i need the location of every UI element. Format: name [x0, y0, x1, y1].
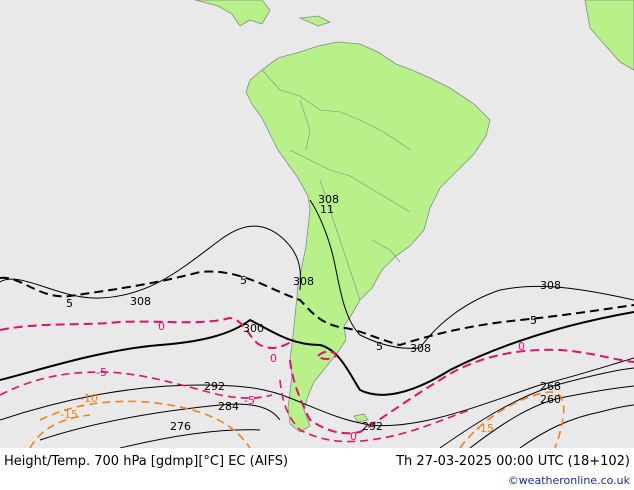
label-5: 5: [376, 340, 383, 353]
map-footer: Height/Temp. 700 hPa [gdmp][°C] EC (AIFS…: [0, 448, 634, 490]
label-0: 0: [350, 430, 357, 443]
contour-252: [519, 404, 634, 449]
temp-minus10-line: [39, 400, 251, 449]
valid-time: Th 27-03-2025 00:00 UTC (18+102): [396, 454, 630, 469]
label-minus15: -15: [476, 422, 494, 435]
country-borders: [261, 69, 411, 301]
label-276: 276: [170, 420, 191, 433]
temp-zero-contours: [0, 316, 634, 435]
temp-minus5-line: [0, 371, 273, 399]
temp-cold-contours: [29, 391, 565, 449]
label-minus15: -15: [60, 408, 78, 421]
temp-minus5-line-b: [279, 379, 471, 443]
contour-labels: 308 308 308 308 308 300 292 292 284 276 …: [60, 193, 561, 443]
label-308: 308: [293, 275, 314, 288]
africa-land: [584, 0, 634, 71]
contour-284: [39, 403, 281, 441]
south-america-land: [245, 41, 491, 433]
temp-plus5-line: [0, 270, 634, 347]
label-292: 292: [204, 380, 225, 393]
contour-276: [119, 429, 261, 449]
label-5: 5: [240, 274, 247, 287]
temp-plus5-contours: [0, 270, 634, 347]
label-308: 308: [410, 342, 431, 355]
temp-zero-small-loop: [316, 350, 338, 360]
temp-minus15-line-west: [29, 414, 91, 449]
label-292: 292: [362, 420, 383, 433]
contour-300: [0, 311, 634, 396]
label-0: 0: [518, 340, 525, 353]
label-5: 5: [66, 297, 73, 310]
label-minus5: -5: [96, 366, 107, 379]
label-308: 308: [318, 193, 339, 206]
height-contours: [0, 199, 634, 449]
falkland-islands: [353, 413, 369, 423]
central-america-land: [194, 0, 271, 27]
label-0: 0: [158, 320, 165, 333]
label-300: 300: [243, 322, 264, 335]
contour-260: [469, 385, 634, 449]
label-268: 268: [540, 380, 561, 393]
contour-308-andes: [309, 199, 421, 349]
temp-minus5-contours: [0, 371, 471, 443]
label-minus10: -10: [80, 392, 98, 405]
contour-308-east: [419, 285, 634, 349]
temp-zero-line-south: [289, 348, 634, 435]
contour-292: [0, 357, 634, 427]
label-0: 0: [270, 352, 277, 365]
label-308: 308: [130, 295, 151, 308]
credit-link[interactable]: ©weatheronline.co.uk: [507, 474, 630, 487]
contour-308-north: [0, 225, 302, 299]
temp-minus15-line-east: [459, 391, 565, 449]
contour-268: [439, 367, 634, 449]
label-5: 5: [530, 314, 537, 327]
label-284: 284: [218, 400, 239, 413]
map-title: Height/Temp. 700 hPa [gdmp][°C] EC (AIFS…: [4, 454, 289, 469]
caribbean-islands: [298, 15, 332, 27]
label-minus5: -5: [244, 394, 255, 407]
land-masses: [194, 0, 634, 433]
label-11: 11: [320, 203, 334, 216]
label-308: 308: [540, 279, 561, 292]
label-260: 260: [540, 393, 561, 406]
